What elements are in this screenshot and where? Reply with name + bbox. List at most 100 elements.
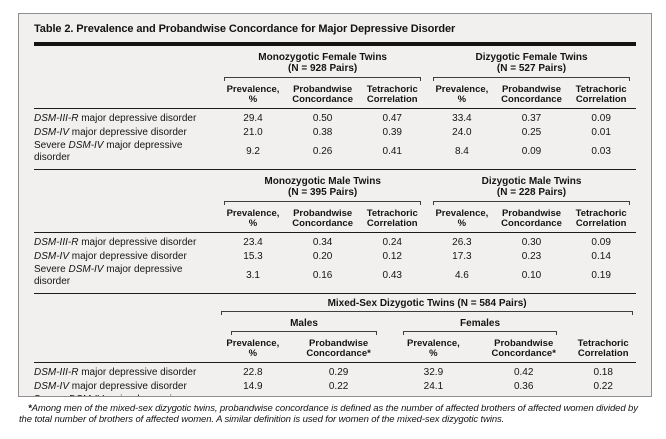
section-divider (34, 169, 636, 170)
row-label-italic: DSM-IV (68, 264, 104, 275)
column-bracket (433, 201, 630, 205)
group-header-monozygotic-female: Monozygotic Female Twins (N = 928 Pairs) (218, 46, 427, 82)
col-header-prevalence: Prevalence, % (218, 336, 288, 363)
col-header-tetrachoric: Tetrachoric Correlation (566, 206, 636, 233)
group-header-dizygotic-male: Dizygotic Male Twins (N = 228 Pairs) (427, 170, 636, 206)
row-label-italic: DSM-III-R (34, 366, 79, 378)
data-cell: 0.24 (382, 236, 402, 248)
data-cell: 9.2 (390, 393, 477, 396)
row-label-post: major depressive disorder (34, 140, 183, 163)
col-header-prevalence: Prevalence, % (218, 82, 288, 109)
group-n: (N = 395 Pairs) (288, 187, 358, 198)
data-cell: 0.16 (312, 270, 333, 281)
data-cell: 3.1 (246, 270, 260, 281)
title-rule (34, 42, 636, 46)
col-header-tetrachoric: Tetrachoric Correlation (566, 82, 636, 109)
table-row: DSM-IV major depressive disorder 14.9 0.… (34, 379, 636, 393)
table-footnote: *Among men of the mixed-sex dizygotic tw… (19, 403, 651, 425)
group-name: Dizygotic Male Twins (481, 176, 582, 187)
data-cell: 24.0 (452, 126, 472, 138)
data-cell: 22.8 (243, 366, 263, 378)
group-header-row: Monozygotic Male Twins (N = 395 Pairs) D… (34, 170, 636, 206)
table-row: DSM-III-R major depressive disorder 23.4… (34, 233, 636, 250)
data-cell: 0.12 (382, 250, 402, 262)
col-header-probandwise: Probandwise Concordance (287, 82, 358, 109)
column-bracket (224, 201, 422, 205)
row-label-pre: Severe (34, 264, 69, 275)
data-cell: 0.10 (521, 270, 542, 281)
data-cell: 0.43 (382, 270, 402, 281)
column-header-row: Prevalence, % Probandwise Concordance* P… (34, 336, 636, 363)
table-row: DSM-IV major depressive disorder 21.0 0.… (34, 125, 636, 139)
column-header-row: Prevalence, % Probandwise Concordance Te… (34, 82, 636, 109)
data-cell: 0.37 (521, 112, 542, 124)
data-cell: 0.22 (593, 380, 613, 392)
data-cell: 0.14 (591, 250, 611, 262)
data-cell: 0.25 (521, 126, 542, 138)
row-label: Severe DSM-IV major depressive disorder (34, 393, 218, 396)
row-label-pre: Severe (34, 140, 69, 151)
col-header-tetrachoric: Tetrachoric Correlation (357, 82, 428, 109)
table-row: Severe DSM-IV major depressive disorder … (34, 393, 636, 396)
section-table-female-twins: Monozygotic Female Twins (N = 928 Pairs)… (34, 46, 636, 169)
row-label-italic: DSM-IV (68, 394, 103, 396)
spacer-cell (34, 294, 218, 316)
col-header-prevalence: Prevalence, % (218, 206, 288, 233)
data-cell: 29.4 (243, 112, 263, 124)
data-cell: 0.23 (521, 250, 542, 262)
section-divider (34, 293, 636, 294)
section-table-mixed-sex-twins: Mixed-Sex Dizygotic Twins (N = 584 Pairs… (34, 294, 636, 396)
section-table-male-twins: Monozygotic Male Twins (N = 395 Pairs) D… (34, 170, 636, 293)
row-label-post: major depressive disorder (34, 264, 183, 287)
table-row: Severe DSM-IV major depressive disorder … (34, 263, 636, 293)
data-cell: 0.39 (382, 126, 402, 138)
data-cell: 0.02 (570, 393, 636, 396)
data-cell: 0.03 (591, 146, 611, 157)
data-cell: 0.01 (591, 126, 611, 138)
subgroup-name: Males (290, 318, 318, 329)
row-label-post: major depressive disorder (69, 380, 187, 392)
data-cell: 0.22 (328, 380, 349, 392)
data-cell: 32.9 (423, 366, 444, 378)
row-label-italic: DSM-IV (34, 380, 69, 392)
data-cell: 0.09 (521, 146, 542, 157)
col-header-probandwise: Probandwise Concordance (287, 206, 358, 233)
data-cell: 0.29 (328, 366, 349, 378)
table-row: DSM-III-R major depressive disorder 29.4… (34, 109, 636, 126)
spacer-cell (34, 170, 218, 206)
data-cell: 15.3 (243, 250, 263, 262)
col-header-tetrachoric: Tetrachoric Correlation (570, 336, 636, 363)
table-title: Table 2. Prevalence and Probandwise Conc… (34, 23, 456, 35)
footnote-marker: * (28, 403, 32, 414)
group-n: (N = 928 Pairs) (288, 63, 358, 74)
data-cell: 0.09 (591, 112, 611, 124)
group-name: Monozygotic Female Twins (258, 52, 387, 63)
col-header-prevalence: Prevalence, % (389, 336, 478, 363)
row-label-pre: Severe (34, 394, 68, 396)
data-cell: 0.19 (591, 270, 611, 281)
group-n: (N = 527 Pairs) (496, 63, 567, 74)
group-header-row: Monozygotic Female Twins (N = 928 Pairs)… (34, 46, 636, 82)
col-header-probandwise: Probandwise Concordance (496, 206, 567, 233)
data-cell: 14.9 (243, 380, 263, 392)
row-label-italic: DSM-IV (34, 250, 69, 262)
col-header-tetrachoric: Tetrachoric Correlation (357, 206, 428, 233)
row-label-post: major depressive disorder (69, 250, 187, 262)
column-bracket (433, 77, 630, 81)
data-cell: 0.50 (312, 112, 333, 124)
row-label: Severe DSM-IV major depressive disorder (34, 263, 218, 293)
row-label-post: major depressive disorder (78, 112, 197, 124)
data-cell: 0.36 (513, 380, 534, 392)
table-container: Table 2. Prevalence and Probandwise Conc… (18, 13, 652, 397)
row-label-post: major depressive disorder (78, 366, 197, 378)
spacer-cell (34, 316, 218, 336)
row-label: DSM-IV major depressive disorder (34, 249, 218, 263)
group-header-monozygotic-male: Monozygotic Male Twins (N = 395 Pairs) (218, 170, 427, 206)
row-label-post: major depressive disorder (34, 394, 182, 396)
spacer-cell (34, 336, 219, 363)
spanner-header-row: Mixed-Sex Dizygotic Twins (N = 584 Pairs… (34, 294, 636, 316)
group-header-mixed-sex: Mixed-Sex Dizygotic Twins (N = 584 Pairs… (218, 294, 636, 316)
col-header-probandwise-star: Probandwise Concordance* (477, 336, 571, 363)
data-cell: 3.4 (218, 393, 287, 396)
column-bracket (231, 331, 377, 335)
